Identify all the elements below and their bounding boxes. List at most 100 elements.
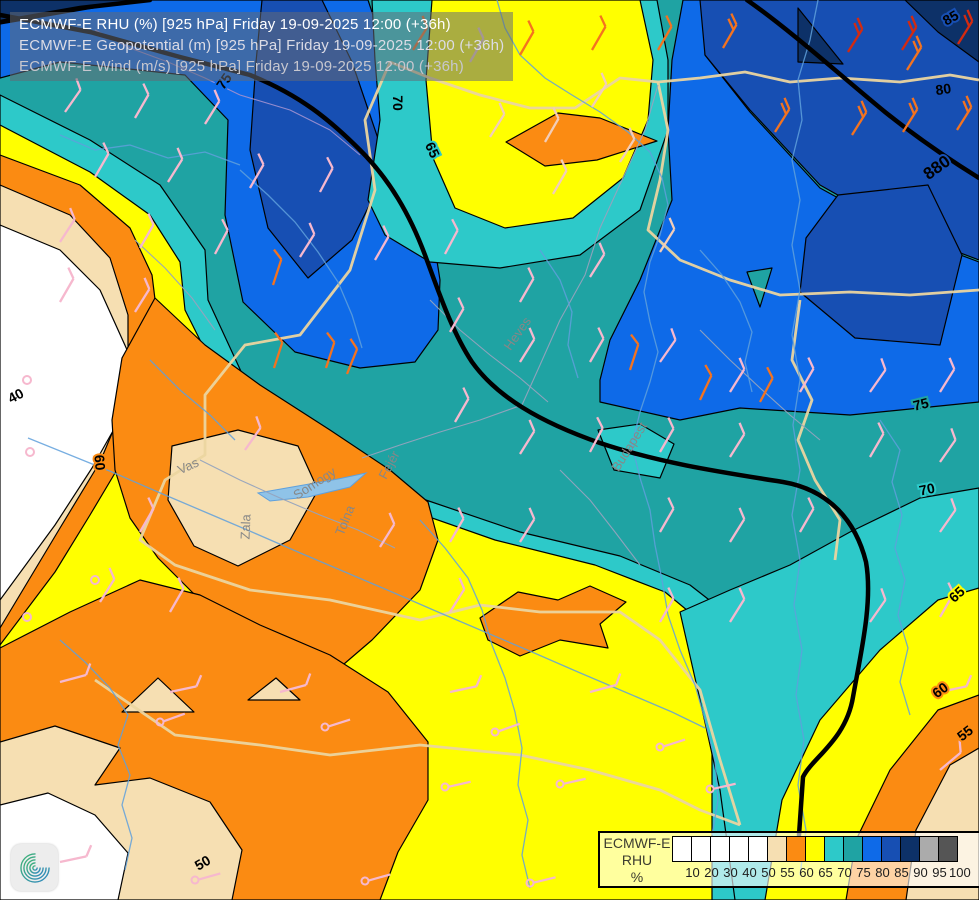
- rh-50-55-zala-patch: [167, 429, 319, 567]
- legend-swatch: [786, 836, 806, 862]
- legend-tick: 60: [799, 865, 814, 880]
- river: [539, 249, 579, 379]
- river: [239, 169, 363, 349]
- legend-tick: 20: [704, 865, 719, 880]
- wind-barb: [939, 428, 957, 463]
- wind-barb: [552, 159, 568, 195]
- wind-barb: [490, 722, 521, 737]
- river: [149, 359, 236, 441]
- wind-barb: [659, 217, 676, 253]
- wind-barb: [939, 740, 962, 771]
- legend-swatch: [767, 836, 787, 862]
- lake-balaton: [256, 472, 368, 502]
- legend-param-label: RHU: [621, 852, 653, 868]
- river: [59, 134, 241, 166]
- rh-contour-label: 70: [918, 480, 937, 499]
- wind-barb: [22, 375, 32, 385]
- wind-barb: [318, 156, 334, 193]
- wind-barb: [659, 328, 677, 363]
- title-geopotential: ECMWF-E Geopotential (m) [925 hPa] Frida…: [19, 37, 505, 54]
- border-country: [646, 81, 979, 297]
- wind-barb: [799, 357, 815, 393]
- wind-barb: [320, 718, 351, 732]
- wind-barb: [659, 497, 675, 533]
- wind-barb: [90, 575, 100, 585]
- wind-barb: [449, 507, 465, 543]
- wind-barb: [134, 83, 150, 119]
- border-county: [559, 469, 641, 566]
- legend-tick: 75: [856, 865, 871, 880]
- wind-barb: [345, 338, 359, 375]
- river: [27, 437, 706, 729]
- legend-tick: 85: [894, 865, 909, 880]
- wind-barb: [134, 277, 151, 313]
- logo-spiral-icon: [11, 844, 58, 891]
- wind-barb: [729, 507, 746, 543]
- wind-barb: [155, 712, 186, 727]
- wind-barb: [628, 333, 640, 371]
- wind-barb: [705, 782, 736, 794]
- wind-barb: [722, 13, 738, 49]
- wind-barb: [324, 331, 336, 369]
- legend-tick: 30: [723, 865, 738, 880]
- wind-barb: [59, 663, 92, 684]
- wind-barb: [729, 587, 746, 623]
- wind-barb: [374, 225, 390, 261]
- wind-barb: [379, 512, 396, 548]
- legend-tick: 95: [932, 865, 947, 880]
- wind-barb: [22, 612, 32, 622]
- legend-source-label: ECMWF-E: [603, 835, 671, 851]
- legend-swatch: [862, 836, 882, 862]
- wind-barb: [655, 738, 686, 752]
- wind-barb: [519, 327, 536, 363]
- wind-barb: [799, 497, 815, 533]
- legend-swatch: [710, 836, 730, 862]
- wind-barb: [589, 673, 622, 694]
- wind-barb: [169, 674, 203, 694]
- rh-contour-label: 60: [91, 454, 108, 471]
- legend-swatch: [824, 836, 844, 862]
- border-county: [521, 84, 659, 406]
- place-label: Zala: [238, 513, 254, 540]
- wind-barb: [519, 507, 536, 543]
- wind-barb: [244, 416, 262, 451]
- wind-barb: [519, 419, 536, 455]
- border-country: [138, 61, 742, 826]
- wind-barb: [449, 674, 483, 694]
- beige-wedge-1: [121, 677, 195, 713]
- wind-barb: [591, 15, 607, 51]
- wind-barb: [869, 422, 885, 458]
- wind-barb: [591, 72, 608, 108]
- border-county: [134, 239, 216, 331]
- legend-swatch: [938, 836, 958, 862]
- wind-barb: [249, 153, 265, 189]
- wind-barb: [443, 218, 459, 255]
- legend-tick-labels: 10 20 30 40 50 55 60 65 70 75 80 85 90 95 100: [683, 865, 971, 880]
- river: [879, 419, 911, 716]
- wind-barb: [869, 588, 887, 623]
- river: [419, 519, 531, 889]
- wind-barb: [588, 416, 604, 453]
- wind-barb: [544, 107, 560, 143]
- legend-swatch: [919, 836, 939, 862]
- spiral-icon: [19, 852, 50, 883]
- wind-barb: [299, 222, 316, 258]
- wind-barb: [279, 673, 312, 694]
- legend-tick: 100: [949, 865, 971, 880]
- geopotential-line-main: [0, 12, 871, 838]
- legend-tick: 10: [685, 865, 700, 880]
- wind-barb: [94, 142, 110, 178]
- legend: ECMWF-E RHU % 10 20 30 40 50 55 60 65 70 75 80 85 90…: [598, 831, 979, 888]
- title-rhu: ECMWF-E RHU (%) [925 hPa] Friday 19-09-2…: [19, 16, 451, 33]
- wind-barb: [906, 35, 923, 71]
- border-county: [699, 329, 821, 441]
- wind-barb: [729, 357, 746, 393]
- legend-tick: 65: [818, 865, 833, 880]
- rh-contour-label: 70: [390, 95, 406, 111]
- wind-barb: [271, 248, 283, 286]
- legend-tick: 50: [761, 865, 776, 880]
- river: [791, 0, 819, 876]
- wind-barb: [851, 100, 868, 136]
- legend-color-scale: [672, 836, 958, 862]
